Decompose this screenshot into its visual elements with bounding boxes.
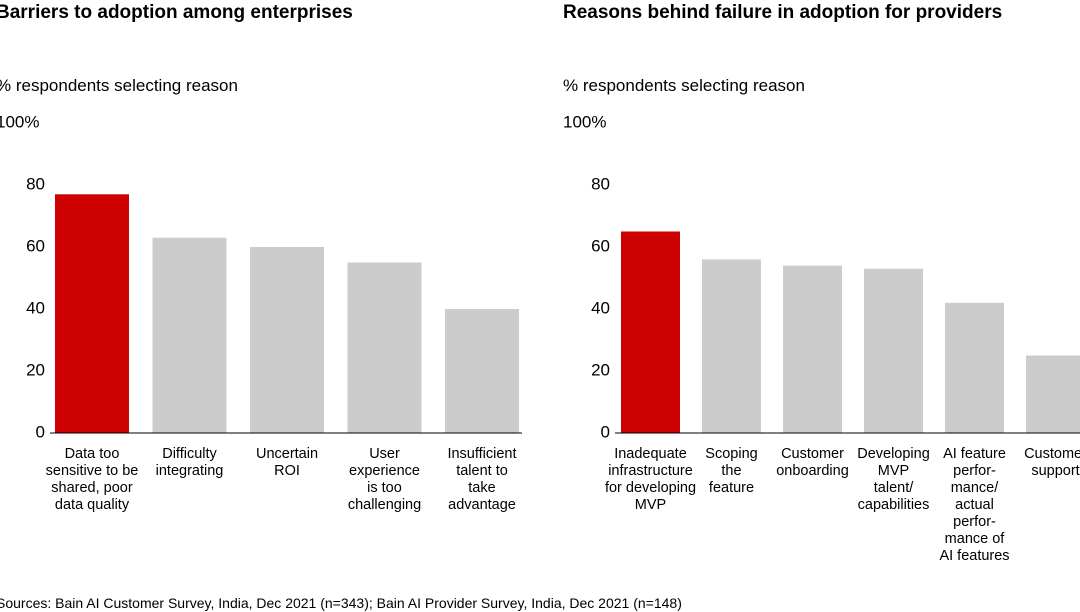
y-tick-label: 40 [591,298,610,317]
axis-subtitle: % respondents selecting reason [563,76,805,95]
x-tick-label: Difficulty integrating [156,446,224,479]
bar [783,265,842,433]
y-tick-label: 60 [26,236,45,255]
x-tick-label: AI feature perfor-mance/actual perfor-manc… [939,446,1009,564]
x-tick-label: Customer onboarding [776,446,849,479]
x-tick-label: Inadequate infrastructure for developing MV… [605,446,696,513]
y-tick-label: 40 [26,298,45,317]
bar [152,237,227,433]
y-tick-label: 0 [601,422,610,441]
bar [347,262,422,433]
bar [621,231,680,433]
y-tick-label: 80 [26,174,45,193]
x-tick-label: Scoping the feature [705,446,757,496]
x-tick-label: Developing MVP talent/capabilities [857,446,930,513]
y-tick-label: 100% [0,112,39,131]
bar [1026,355,1080,433]
x-tick-label: User experience is too challenging [348,446,421,513]
x-tick-label: Data too sensitive to be shared, poor data … [46,446,139,513]
x-tick-label: Customersupport [1024,446,1080,479]
x-tick-label: Insufficient talent to take advantage [447,446,516,513]
y-tick-label: 80 [591,174,610,193]
x-tick-label: Uncertain ROI [256,446,318,479]
y-tick-label: 0 [36,422,45,441]
bar [945,302,1004,433]
y-tick-label: 100% [563,112,606,131]
bar [55,194,129,433]
axis-subtitle: % respondents selecting reason [0,76,238,95]
bar [702,259,761,433]
bar [864,268,923,433]
y-tick-label: 20 [591,360,610,379]
y-tick-label: 20 [26,360,45,379]
bar [250,247,324,433]
bar [445,309,519,433]
chart-title: Reasons behind failure in adoption for p… [563,2,1002,23]
y-tick-label: 60 [591,236,610,255]
source-note: Sources: Bain AI Customer Survey, India,… [0,595,682,611]
chart-title: Barriers to adoption among enterprises [0,2,353,23]
